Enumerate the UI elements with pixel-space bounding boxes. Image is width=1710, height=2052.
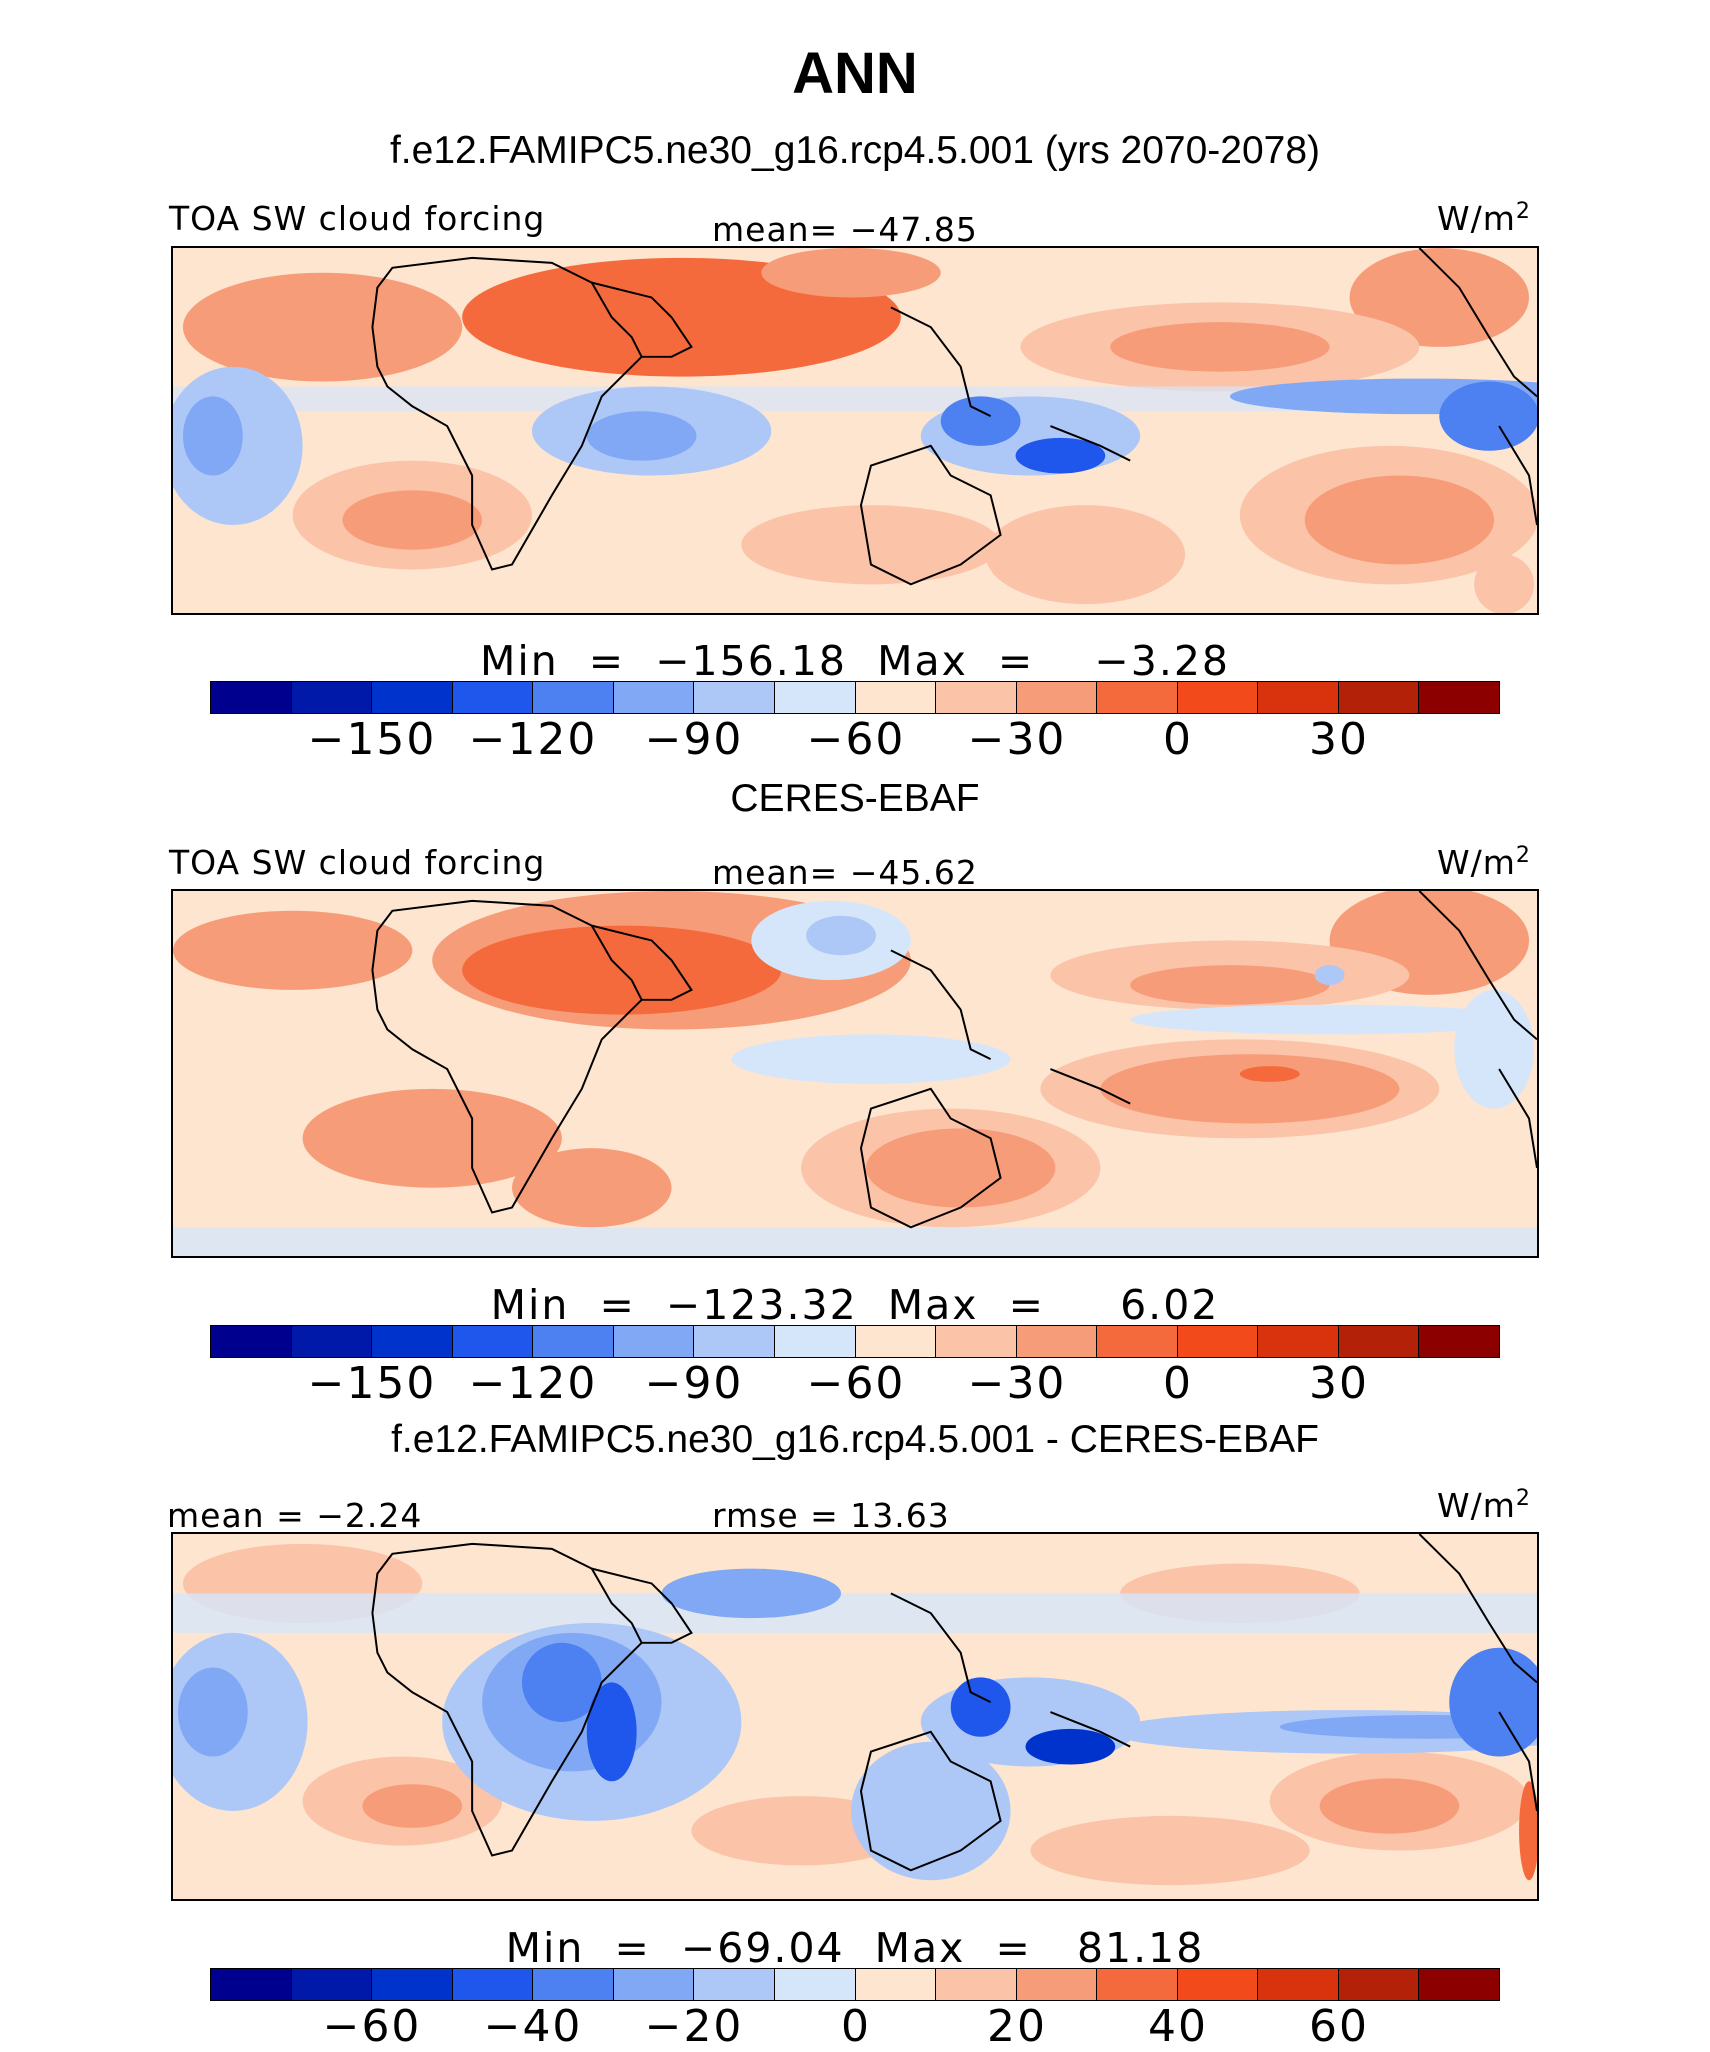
colorbar-swatch [1419,1969,1499,2000]
panel-2-mean-label: mean= −45.62 [712,853,978,892]
colorbar-swatch [613,1969,695,2000]
panel-3-header: f.e12.FAMIPC5.ne30_g16.rcp4.5.001 - CERE… [391,1418,1319,1461]
colorbar-swatch [1177,1969,1259,2000]
colorbar-swatch [1097,1326,1178,1357]
figure-title: ANN [792,41,918,106]
colorbar-swatch [291,682,373,713]
panel-1-units: W/m2 [1437,199,1531,238]
panel-1-header: f.e12.FAMIPC5.ne30_g16.rcp4.5.001 (yrs 2… [389,129,1321,172]
colorbar-swatch [1258,1969,1339,2000]
colorbar-swatch [1258,682,1339,713]
colorbar-tick-label: 20 [987,2001,1047,2052]
colorbar-tick-label: 30 [1309,1358,1369,1409]
panel-1-variable-label: TOA SW cloud forcing [169,199,546,238]
colorbar-tick-label: 0 [1163,714,1193,765]
colorbar-tick-label: −60 [806,1358,906,1409]
colorbar-tick-label: 60 [1309,2001,1369,2052]
panel-2-variable-label: TOA SW cloud forcing [169,843,546,882]
colorbar-swatch [452,1969,534,2000]
panel-3-units: W/m2 [1437,1486,1531,1525]
colorbar-tick-label: 30 [1309,714,1369,765]
colorbar-swatch [1016,682,1098,713]
panel-3-minmax: Min = −69.04 Max = 81.18 [505,1924,1205,1972]
panel-1-colorbar [210,681,1500,714]
colorbar-swatch [1419,682,1499,713]
colorbar-swatch [1097,682,1178,713]
colorbar-swatch [1016,1969,1098,2000]
colorbar-swatch [694,1326,775,1357]
colorbar-swatch [533,682,614,713]
colorbar-swatch [1177,1326,1259,1357]
colorbar-swatch [291,1969,373,2000]
colorbar-swatch [372,682,453,713]
colorbar-swatch [855,682,937,713]
colorbar-swatch [936,1326,1017,1357]
colorbar-swatch [936,1969,1017,2000]
panel-1-mean-label: mean= −47.85 [712,210,978,249]
colorbar-swatch [855,1969,937,2000]
colorbar-tick-label: −30 [967,1358,1067,1409]
colorbar-swatch [372,1969,453,2000]
colorbar-swatch [936,682,1017,713]
colorbar-tick-label: 40 [1148,2001,1208,2052]
colorbar-swatch [1338,682,1420,713]
colorbar-swatch [774,1969,856,2000]
colorbar-swatch [1016,1326,1098,1357]
colorbar-swatch [291,1326,373,1357]
colorbar-swatch [613,1326,695,1357]
colorbar-swatch [1177,682,1259,713]
colorbar-tick-label: −120 [468,714,598,765]
panel-3-map [171,1532,1539,1901]
colorbar-tick-label: 0 [841,2001,871,2052]
colorbar-swatch [1097,1969,1178,2000]
panel-2-units: W/m2 [1437,843,1531,882]
colorbar-tick-label: −60 [322,2001,422,2052]
colorbar-swatch [452,682,534,713]
colorbar-swatch [1258,1326,1339,1357]
colorbar-tick-label: −90 [644,714,744,765]
panel-1-map [171,246,1539,615]
colorbar-tick-label: −150 [307,714,437,765]
panel-3-mean-label: mean = −2.24 [167,1496,423,1535]
colorbar-swatch [533,1326,614,1357]
colorbar-tick-label: −60 [806,714,906,765]
colorbar-swatch [774,1326,856,1357]
colorbar-tick-label: −30 [967,714,1067,765]
colorbar-tick-label: −120 [468,1358,598,1409]
colorbar-swatch [533,1969,614,2000]
panel-2-header: CERES-EBAF [730,777,980,820]
colorbar-tick-label: 0 [1163,1358,1193,1409]
colorbar-tick-label: −90 [644,1358,744,1409]
colorbar-swatch [1419,1326,1499,1357]
panel-2-minmax: Min = −123.32 Max = 6.02 [490,1281,1220,1329]
panel-3-rmse-label: rmse = 13.63 [712,1496,950,1535]
colorbar-swatch [774,682,856,713]
colorbar-swatch [1338,1969,1420,2000]
colorbar-swatch [211,682,292,713]
colorbar-swatch [694,1969,775,2000]
colorbar-swatch [694,682,775,713]
panel-3-colorbar [210,1968,1500,2001]
colorbar-swatch [372,1326,453,1357]
colorbar-tick-label: −150 [307,1358,437,1409]
panel-2-colorbar [210,1325,1500,1358]
colorbar-swatch [211,1326,292,1357]
colorbar-swatch [452,1326,534,1357]
panel-1-minmax: Min = −156.18 Max = −3.28 [479,637,1231,685]
colorbar-tick-label: −20 [644,2001,744,2052]
colorbar-swatch [855,1326,937,1357]
colorbar-swatch [613,682,695,713]
panel-2-map [171,889,1539,1258]
colorbar-tick-label: −40 [483,2001,583,2052]
colorbar-swatch [211,1969,292,2000]
colorbar-swatch [1338,1326,1420,1357]
